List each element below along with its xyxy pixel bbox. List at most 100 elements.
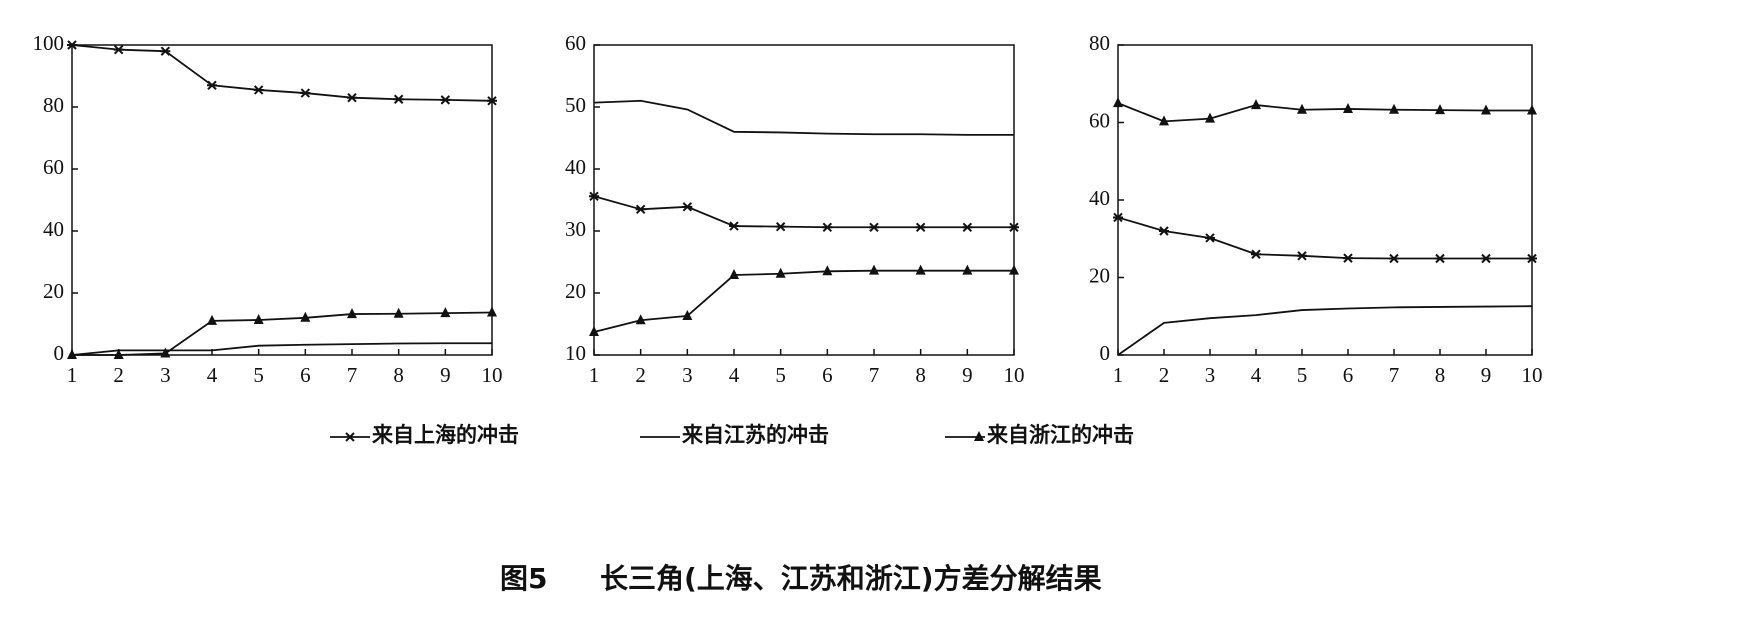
triangle-marker (1113, 97, 1123, 108)
x-tick-label: 8 (1435, 363, 1446, 387)
triangle-marker (1159, 115, 1169, 126)
y-tick-label: 60 (1089, 108, 1110, 132)
x-tick-label: 7 (869, 363, 880, 387)
x-marker (393, 94, 404, 104)
y-tick-label: 40 (565, 155, 586, 179)
x-marker (300, 88, 311, 98)
x-tick-label: 3 (1205, 363, 1216, 387)
x-marker (207, 80, 217, 91)
x-tick-label: 2 (1159, 363, 1170, 387)
x-tick-label: 10 (1522, 363, 1543, 387)
x-tick-label: 1 (1113, 363, 1124, 387)
triangle-marker (635, 314, 646, 325)
x-marker (869, 222, 879, 232)
legend-marker (345, 432, 355, 442)
triangle-marker (393, 307, 404, 318)
x-marker (487, 96, 497, 106)
x-marker (1251, 249, 1261, 259)
caption-text: 长三角(上海、江苏和浙江)方差分解结果 (600, 562, 1102, 595)
y-tick-label: 0 (1100, 341, 1111, 365)
triangle-marker (113, 349, 124, 359)
triangle-marker (915, 264, 926, 275)
series-line (1117, 216, 1532, 260)
x-tick-label: 3 (682, 363, 693, 387)
triangle-marker (589, 326, 599, 337)
triangle-marker (67, 349, 77, 359)
x-tick-label: 7 (347, 363, 358, 387)
x-tick-label: 6 (822, 363, 833, 387)
triangle-marker (1251, 99, 1261, 110)
x-tick-label: 2 (635, 363, 646, 387)
y-tick-label: 60 (43, 155, 64, 179)
x-marker (1389, 253, 1399, 264)
x-marker (1113, 212, 1123, 223)
triangle-marker (347, 308, 357, 319)
caption-label: 图5 (500, 562, 547, 595)
triangle-marker (1527, 104, 1537, 115)
y-tick-label: 40 (43, 217, 64, 241)
triangle-marker (160, 347, 171, 358)
legend-label: 来自上海的冲击 (372, 423, 519, 447)
series-line (71, 44, 493, 102)
x-tick-label: 9 (962, 363, 973, 387)
x-marker (1343, 253, 1353, 263)
triangle-marker (775, 267, 786, 278)
series-line (593, 269, 1014, 333)
x-tick-label: 7 (1389, 363, 1400, 387)
triangle-marker (1435, 104, 1445, 115)
x-marker (440, 95, 451, 105)
triangle-marker (822, 265, 833, 276)
x-marker (1481, 253, 1491, 264)
series-line (1117, 305, 1533, 356)
series-line (593, 99, 1014, 136)
x-tick-label: 3 (160, 363, 171, 387)
triangle-marker (729, 269, 739, 280)
triangle-marker (682, 309, 693, 320)
x-marker (775, 221, 786, 232)
x-marker (67, 40, 77, 50)
x-tick-label: 10 (482, 363, 503, 387)
legend-label: 来自江苏的冲击 (682, 423, 829, 447)
x-tick-label: 1 (589, 363, 600, 387)
triangle-marker (1343, 102, 1353, 113)
x-tick-label: 6 (1343, 363, 1354, 387)
x-marker (253, 85, 264, 95)
y-tick-label: 80 (43, 93, 64, 117)
x-marker (1527, 253, 1537, 264)
y-tick-label: 10 (565, 341, 586, 365)
y-tick-label: 20 (43, 279, 64, 303)
triangle-marker (300, 311, 311, 322)
triangle-marker (253, 313, 264, 324)
x-marker (347, 92, 357, 103)
x-tick-label: 2 (113, 363, 124, 387)
triangle-marker (1205, 112, 1215, 123)
y-tick-label: 100 (33, 31, 65, 55)
triangle-marker (869, 264, 879, 275)
x-marker (113, 44, 124, 55)
triangle-marker (1389, 103, 1399, 114)
x-marker (160, 46, 171, 56)
x-marker (1009, 222, 1019, 232)
legend-label: 来自浙江的冲击 (987, 423, 1134, 447)
x-tick-label: 9 (1481, 363, 1492, 387)
x-marker (915, 222, 926, 232)
series-line (71, 342, 492, 356)
x-marker (589, 191, 599, 201)
y-tick-label: 40 (1089, 186, 1110, 210)
y-tick-label: 20 (1089, 263, 1110, 287)
y-tick-label: 30 (565, 217, 586, 241)
x-tick-label: 4 (729, 363, 740, 387)
x-marker (822, 222, 833, 232)
triangle-marker (1297, 103, 1307, 114)
y-tick-label: 20 (565, 279, 586, 303)
x-tick-label: 6 (300, 363, 311, 387)
x-tick-label: 9 (440, 363, 451, 387)
plot-frame (593, 44, 1015, 356)
x-marker (682, 202, 693, 212)
x-tick-label: 5 (775, 363, 786, 387)
x-marker (635, 204, 646, 215)
plot-frame (71, 44, 493, 356)
x-tick-label: 4 (1251, 363, 1262, 387)
y-tick-label: 50 (565, 93, 586, 117)
triangle-marker (440, 307, 451, 318)
